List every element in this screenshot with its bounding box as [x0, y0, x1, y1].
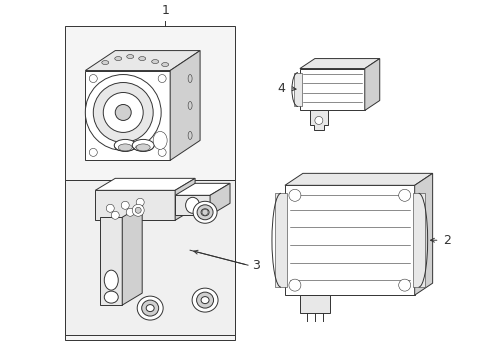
Circle shape — [103, 93, 143, 132]
Circle shape — [202, 209, 207, 215]
Ellipse shape — [151, 59, 158, 64]
Ellipse shape — [118, 144, 132, 151]
Polygon shape — [285, 174, 432, 185]
Polygon shape — [170, 51, 200, 160]
Polygon shape — [100, 217, 122, 305]
Text: 4: 4 — [277, 82, 285, 95]
Ellipse shape — [137, 296, 163, 320]
Circle shape — [126, 208, 134, 216]
Circle shape — [158, 75, 166, 82]
Ellipse shape — [192, 288, 218, 312]
Ellipse shape — [188, 131, 192, 139]
Ellipse shape — [114, 139, 136, 152]
Polygon shape — [175, 178, 195, 220]
Ellipse shape — [104, 270, 118, 290]
Circle shape — [115, 104, 131, 121]
Ellipse shape — [193, 201, 217, 223]
Text: 3: 3 — [251, 259, 259, 272]
Ellipse shape — [162, 63, 168, 67]
Bar — [65, 26, 235, 180]
Ellipse shape — [201, 297, 209, 303]
Circle shape — [93, 82, 153, 143]
Polygon shape — [299, 295, 329, 313]
Circle shape — [288, 189, 300, 201]
Ellipse shape — [102, 60, 108, 64]
Ellipse shape — [142, 300, 158, 316]
Polygon shape — [95, 190, 175, 220]
Polygon shape — [364, 59, 379, 111]
Circle shape — [136, 198, 144, 206]
Circle shape — [398, 279, 410, 291]
Circle shape — [158, 148, 166, 156]
Ellipse shape — [139, 57, 145, 60]
Bar — [65, 180, 235, 335]
Ellipse shape — [126, 55, 133, 59]
Ellipse shape — [201, 209, 209, 216]
Circle shape — [111, 211, 119, 219]
Polygon shape — [122, 205, 142, 305]
Ellipse shape — [115, 57, 122, 60]
Polygon shape — [175, 183, 229, 195]
Polygon shape — [299, 59, 379, 68]
Bar — [65, 182, 235, 340]
Circle shape — [132, 204, 144, 216]
Ellipse shape — [185, 197, 199, 213]
Ellipse shape — [197, 205, 213, 220]
Ellipse shape — [136, 144, 150, 151]
Circle shape — [89, 75, 97, 82]
Bar — [274, 193, 286, 287]
Polygon shape — [175, 195, 210, 215]
Ellipse shape — [153, 131, 167, 149]
Ellipse shape — [188, 75, 192, 82]
Text: 2: 2 — [443, 234, 450, 247]
Circle shape — [398, 189, 410, 201]
Polygon shape — [85, 51, 200, 71]
Circle shape — [121, 201, 129, 209]
Polygon shape — [95, 178, 195, 190]
Polygon shape — [299, 68, 364, 111]
Circle shape — [89, 148, 97, 156]
Ellipse shape — [132, 139, 154, 152]
Ellipse shape — [146, 305, 154, 312]
Circle shape — [85, 75, 161, 150]
Polygon shape — [414, 174, 432, 295]
Ellipse shape — [196, 292, 213, 308]
Circle shape — [314, 117, 322, 125]
Ellipse shape — [188, 102, 192, 109]
Circle shape — [135, 207, 141, 213]
Bar — [412, 193, 424, 287]
Text: 1: 1 — [161, 4, 169, 17]
Circle shape — [106, 204, 114, 212]
Bar — [293, 73, 301, 107]
Polygon shape — [285, 185, 414, 295]
Polygon shape — [309, 111, 327, 130]
Polygon shape — [85, 71, 170, 160]
Ellipse shape — [104, 291, 118, 303]
Polygon shape — [210, 183, 229, 215]
Circle shape — [288, 279, 300, 291]
